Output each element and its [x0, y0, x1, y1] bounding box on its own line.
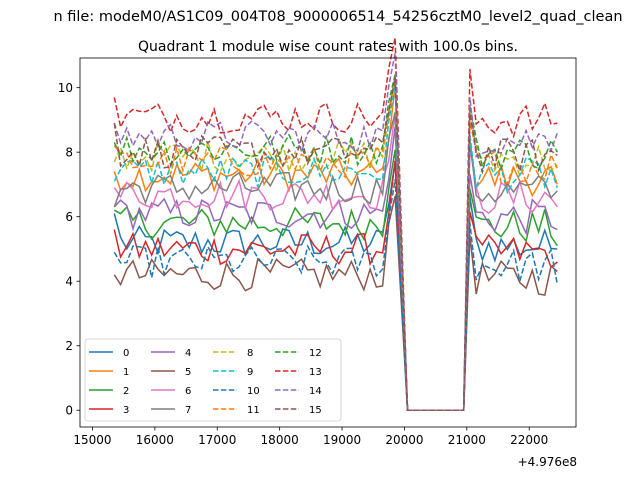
legend-label-14: 14 — [309, 386, 322, 397]
legend-label-15: 15 — [309, 405, 322, 416]
y-tick-label: 6 — [65, 210, 73, 224]
x-offset-label: +4.976e8 — [518, 455, 577, 469]
series-line-0 — [113, 161, 558, 411]
legend-label-12: 12 — [309, 348, 322, 359]
legend-label-0: 0 — [123, 348, 129, 359]
x-tick-label: 21000 — [448, 433, 486, 447]
series-line-11 — [113, 76, 558, 411]
legend-label-13: 13 — [309, 367, 322, 378]
legend-label-4: 4 — [185, 348, 191, 359]
series-line-4 — [113, 126, 558, 411]
y-tick-label: 8 — [65, 146, 73, 160]
x-tick-label: 20000 — [385, 433, 423, 447]
x-tick-label: 18000 — [261, 433, 299, 447]
x-tick-label: 16000 — [136, 433, 174, 447]
legend-box — [84, 338, 342, 422]
series-line-10 — [113, 179, 559, 411]
legend-label-10: 10 — [247, 386, 260, 397]
series-line-9 — [113, 86, 559, 411]
series-line-7 — [113, 112, 558, 411]
header-title: n file: modeM0/AS1C09_004T08_9000006514_… — [53, 9, 622, 25]
series-line-13 — [113, 37, 558, 411]
legend-label-7: 7 — [185, 405, 191, 416]
chart-title: Quadrant 1 module wise count rates with … — [138, 39, 518, 55]
legend-label-3: 3 — [123, 405, 129, 416]
series-line-14 — [113, 53, 559, 411]
plot-frame — [79, 57, 577, 428]
legend-label-11: 11 — [247, 405, 260, 416]
legend-label-1: 1 — [123, 367, 129, 378]
x-axis: 15000 16000 17000 18000 19000 20000 21000 22000 — [73, 427, 548, 447]
y-tick-label: 4 — [65, 275, 73, 289]
legend-label-5: 5 — [185, 367, 191, 378]
y-tick-label: 10 — [58, 81, 73, 95]
series-line-6 — [113, 113, 558, 411]
legend-label-2: 2 — [123, 386, 129, 397]
x-tick-label: 15000 — [73, 433, 111, 447]
plot-lines — [113, 37, 559, 411]
series-line-1 — [113, 85, 559, 411]
legend-label-8: 8 — [247, 348, 253, 359]
y-tick-label: 0 — [65, 404, 73, 418]
series-line-15 — [113, 77, 558, 411]
series-line-5 — [113, 195, 558, 411]
x-tick-label: 17000 — [198, 433, 236, 447]
y-axis: 0 2 4 6 8 10 — [58, 81, 80, 418]
y-tick-label: 2 — [65, 339, 73, 353]
x-tick-label: 22000 — [510, 433, 548, 447]
x-tick-label: 19000 — [323, 433, 361, 447]
series-line-3 — [113, 160, 558, 411]
legend-label-6: 6 — [185, 386, 191, 397]
legend-label-9: 9 — [247, 367, 253, 378]
